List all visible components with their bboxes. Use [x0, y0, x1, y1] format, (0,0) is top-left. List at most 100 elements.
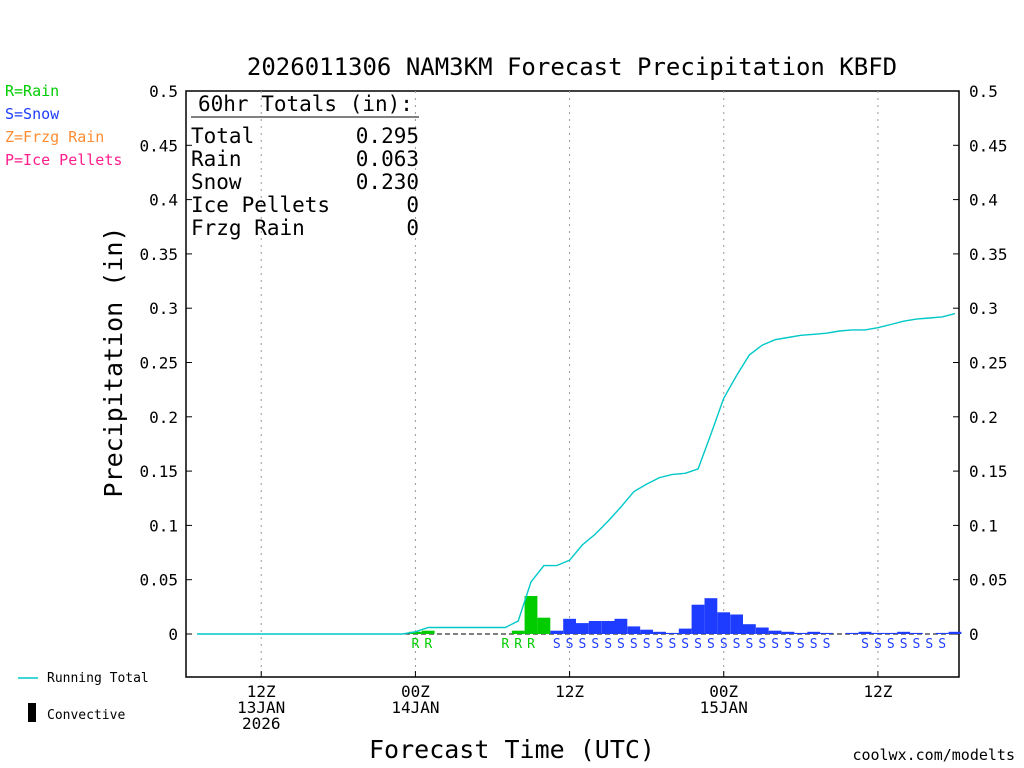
y-axis-label: Precipitation (in) — [99, 227, 128, 498]
snow-bar — [948, 631, 962, 634]
x-tick-label: 2026 — [242, 714, 281, 733]
totals-row-value: 0 — [406, 216, 419, 240]
y-axis-right: 0 0.05 0.1 0.15 0.2 0.25 0.3 0.35 0.4 0.45 0.5 — [953, 82, 1008, 644]
ptype-code: S — [643, 637, 651, 652]
ptype-code: S — [681, 637, 689, 652]
x-tick-label: 14JAN — [391, 698, 439, 717]
ptype-code: S — [938, 637, 946, 652]
x-tick-label: 12Z — [555, 682, 584, 701]
ptype-code: S — [823, 637, 831, 652]
x-tick-label: 15JAN — [700, 698, 748, 717]
y-tick-label-left: 0.1 — [149, 516, 178, 535]
x-axis-label: Forecast Time (UTC) — [369, 735, 655, 764]
totals-heading: 60hr Totals (in): — [198, 92, 413, 116]
snow-bar — [627, 626, 641, 634]
y-tick-label-right: 0.1 — [969, 516, 998, 535]
y-tick-label-right: 0 — [969, 625, 979, 644]
snow-bar — [768, 630, 782, 634]
ptype-code: R — [501, 637, 509, 652]
y-tick-label-right: 0.15 — [969, 462, 1008, 481]
ptype-code: R — [411, 637, 419, 652]
snow-bar — [678, 628, 692, 634]
convective-legend-label: Convective — [47, 708, 125, 723]
chart-title: 2026011306 NAM3KM Forecast Precipitation… — [247, 53, 897, 81]
ptype-legend: R=Rain S=Snow Z=Frzg Rain P=Ice Pellets — [5, 82, 122, 169]
ptype-code: R — [527, 637, 535, 652]
running-total-series — [197, 312, 956, 635]
ptype-code: S — [861, 637, 869, 652]
y-tick-label-left: 0.05 — [139, 571, 178, 590]
y-tick-label-right: 0.35 — [969, 245, 1008, 264]
rain-bar — [409, 631, 422, 634]
snow-bar — [665, 632, 679, 634]
rain-bar — [511, 630, 525, 634]
ptype-code: S — [887, 637, 895, 652]
credit-text: coolwx.com/modelts — [852, 746, 1015, 764]
snow-bar — [807, 631, 821, 634]
snow-bar — [935, 632, 949, 634]
y-tick-label-right: 0.5 — [969, 82, 998, 101]
ptype-code: S — [617, 637, 625, 652]
ptype-code: S — [579, 637, 587, 652]
ptype-legend-item: R=Rain — [5, 82, 59, 100]
ptype-code: S — [656, 637, 664, 652]
totals-row-label: Frzg Rain — [191, 216, 305, 240]
y-tick-label-left: 0.25 — [139, 354, 178, 373]
ptype-code: R — [514, 637, 522, 652]
snow-bar — [871, 632, 885, 634]
snow-bar — [730, 614, 743, 634]
snow-bar — [910, 632, 923, 634]
ptype-code: S — [797, 637, 805, 652]
ptype-code: S — [913, 637, 921, 652]
ptype-code: S — [733, 637, 741, 652]
snow-bar — [601, 621, 615, 634]
y-tick-label-right: 0.2 — [969, 408, 998, 427]
y-tick-label-left: 0.5 — [149, 82, 178, 101]
ptype-code: S — [900, 637, 908, 652]
ptype-legend-item: S=Snow — [5, 105, 60, 123]
totals-box: 60hr Totals (in): Total 0.295 Rain 0.063 Sno… — [191, 92, 419, 240]
snow-bar — [576, 623, 589, 634]
snow-bar — [884, 632, 898, 634]
y-tick-label-left: 0 — [168, 625, 178, 644]
rain-bar — [421, 630, 435, 634]
totals-row-value: 0 — [406, 193, 419, 217]
snow-bar — [691, 604, 705, 634]
rain-bar — [537, 617, 551, 634]
totals-row-label: Snow — [191, 170, 242, 194]
ptype-code: S — [810, 637, 818, 652]
y-tick-label-left: 0.15 — [139, 462, 178, 481]
y-tick-label-left: 0.4 — [149, 191, 178, 210]
totals-row-value: 0.230 — [356, 170, 419, 194]
snow-bar — [563, 618, 576, 634]
ptype-code: S — [591, 637, 599, 652]
ptype-legend-item: Z=Frzg Rain — [5, 128, 104, 146]
ptype-code: S — [630, 637, 638, 652]
y-axis-left: 0 0.05 0.1 0.15 0.2 0.25 0.3 0.35 0.4 0.45 0.5 — [139, 82, 192, 644]
snow-bar — [820, 632, 833, 634]
snow-bar — [845, 632, 859, 634]
ptype-code: R — [424, 637, 432, 652]
y-tick-label-right: 0.4 — [969, 191, 998, 210]
rain-bar — [524, 596, 538, 634]
ptype-code: S — [707, 637, 715, 652]
plot-frame — [185, 90, 960, 678]
ptype-code: S — [553, 637, 561, 652]
ptype-code: S — [604, 637, 612, 652]
snow-bar — [550, 630, 564, 634]
snow-bar — [614, 618, 628, 634]
y-tick-label-right: 0.05 — [969, 571, 1008, 590]
snow-bar — [588, 621, 602, 634]
snow-bar — [717, 612, 731, 634]
ptype-code: S — [720, 637, 728, 652]
y-tick-label-left: 0.3 — [149, 299, 178, 318]
ptype-code: S — [566, 637, 574, 652]
totals-row-label: Rain — [191, 147, 242, 171]
totals-row-value: 0.063 — [356, 147, 419, 171]
ptype-legend-item: P=Ice Pellets — [5, 151, 122, 169]
vertical-gridlines — [197, 91, 959, 677]
running-total-legend-label: Running Total — [47, 671, 149, 686]
